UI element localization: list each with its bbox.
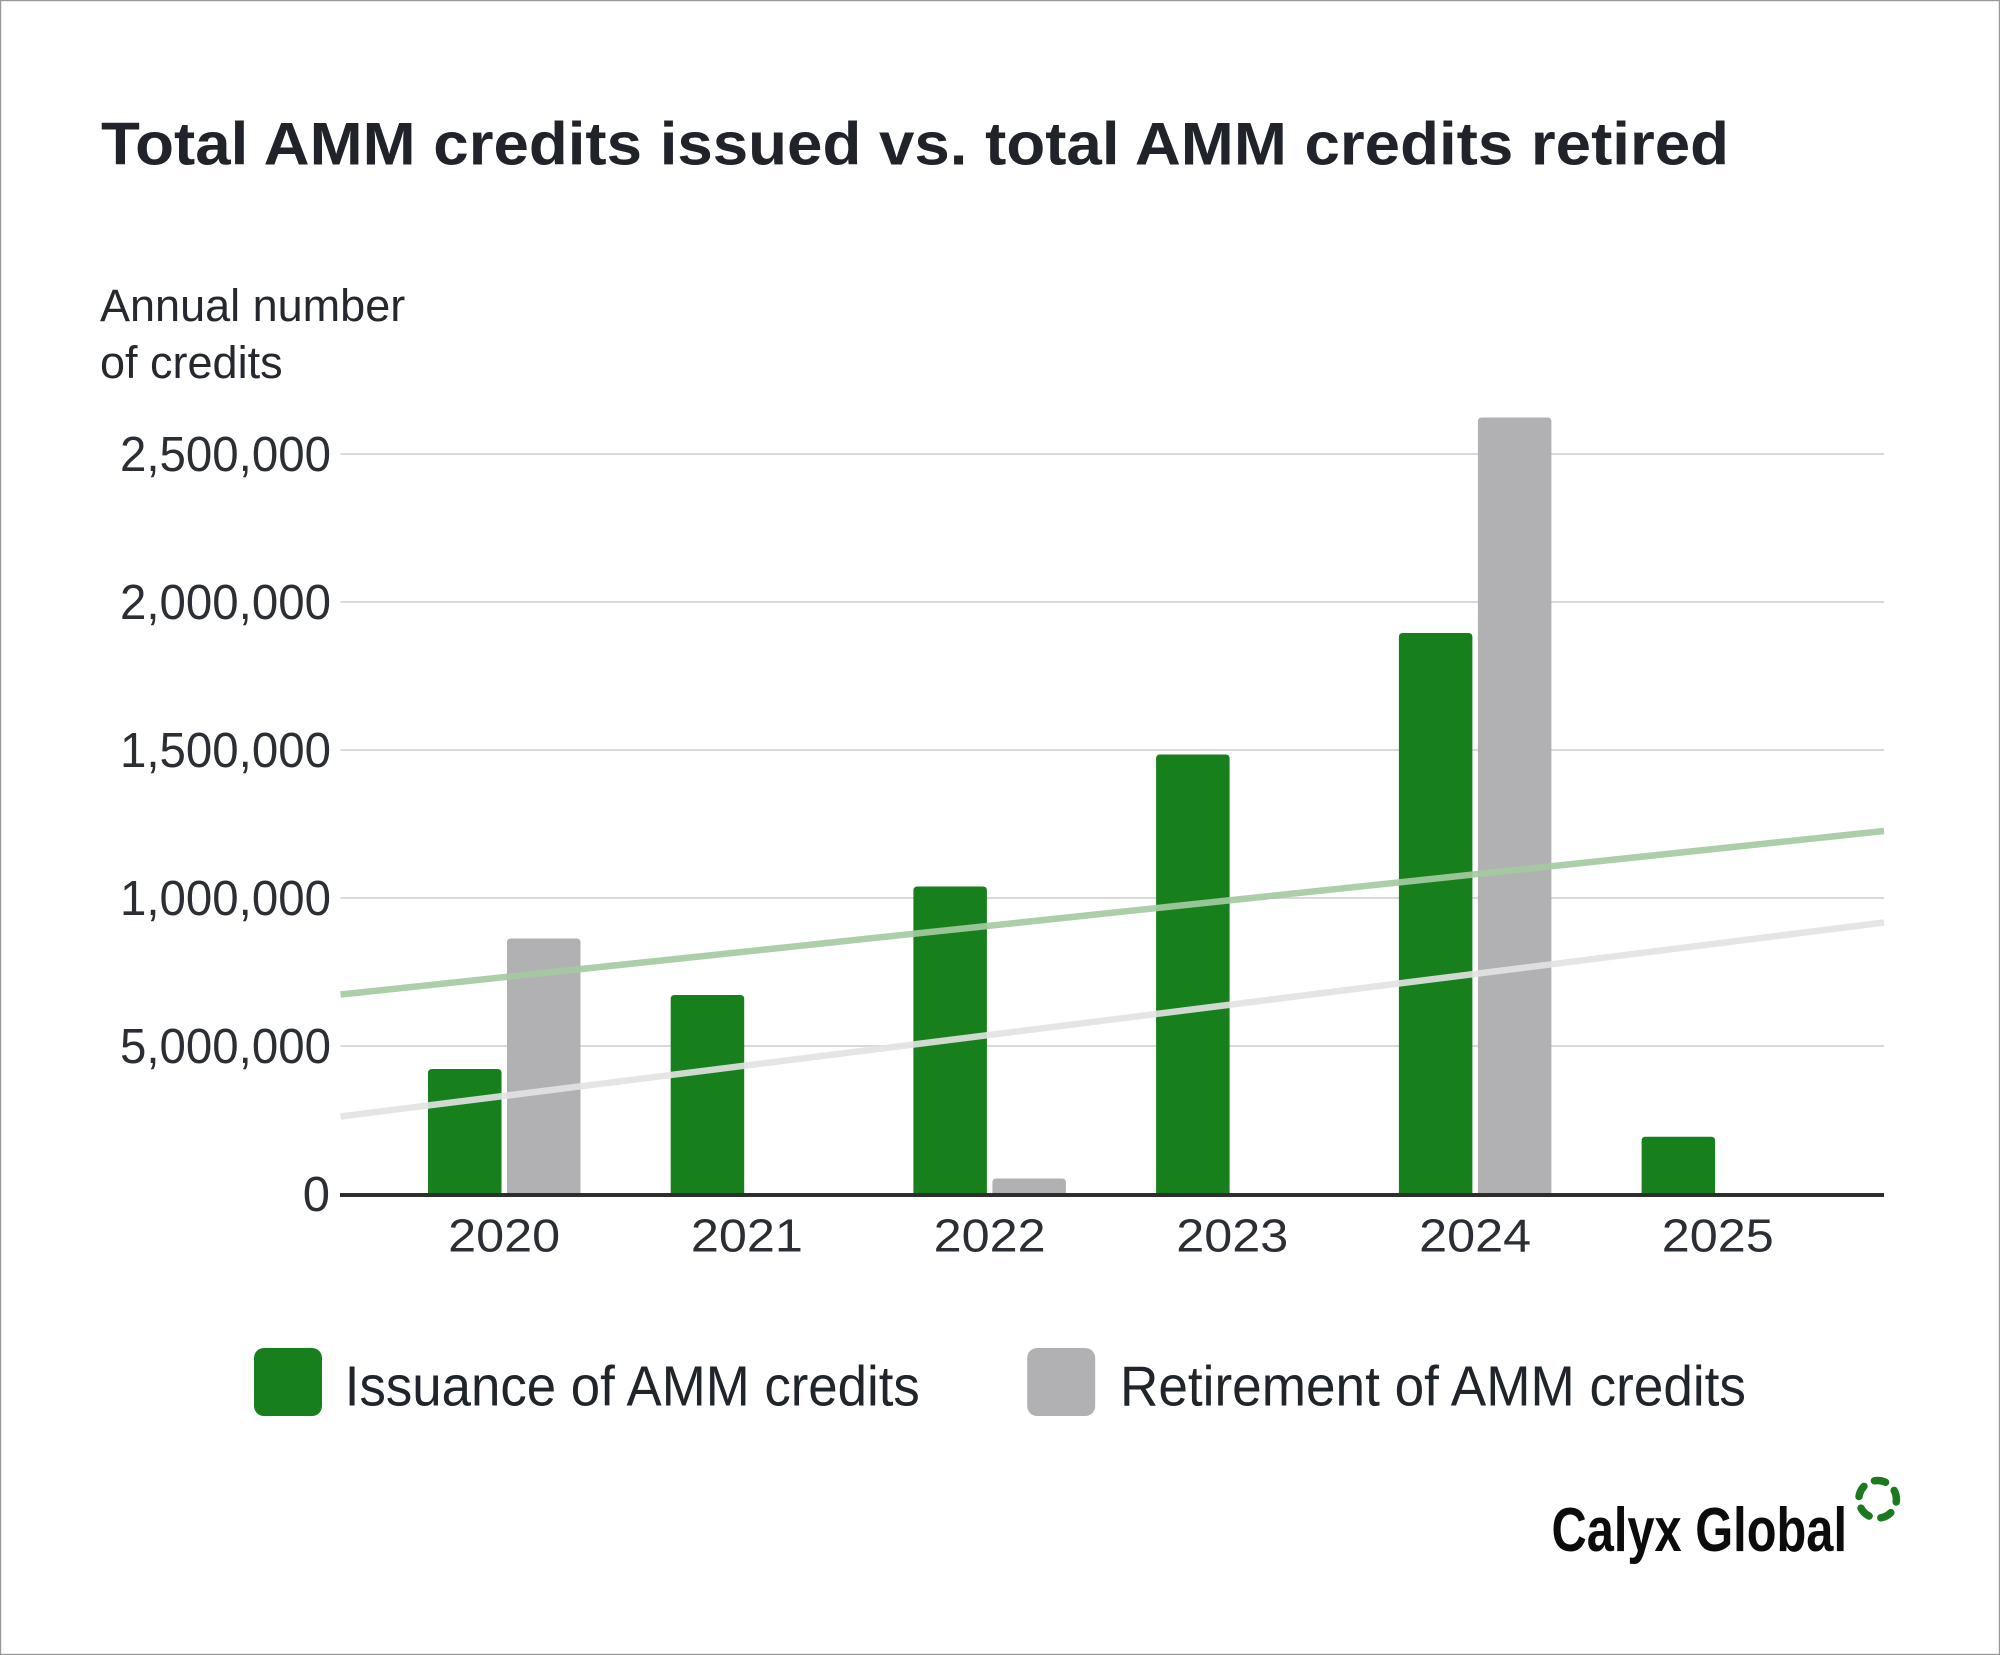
- svg-text:0: 0: [303, 1168, 330, 1222]
- svg-text:2022: 2022: [934, 1210, 1046, 1262]
- svg-text:1,000,000: 1,000,000: [120, 872, 331, 926]
- svg-text:Total AMM credits issued vs. t: Total AMM credits issued vs. total AMM c…: [101, 111, 1729, 178]
- svg-text:Retirement of AMM credits: Retirement of AMM credits: [1120, 1355, 1746, 1419]
- svg-text:2023: 2023: [1176, 1210, 1288, 1262]
- svg-text:2024: 2024: [1419, 1210, 1531, 1262]
- svg-text:2020: 2020: [448, 1210, 560, 1262]
- svg-text:Annual number: Annual number: [100, 280, 405, 331]
- svg-text:2025: 2025: [1662, 1210, 1774, 1262]
- svg-text:2021: 2021: [691, 1210, 803, 1262]
- svg-text:1,500,000: 1,500,000: [120, 724, 331, 778]
- svg-text:Calyx Global: Calyx Global: [1552, 1495, 1848, 1565]
- svg-text:of credits: of credits: [100, 337, 283, 388]
- svg-text:Issuance of AMM credits: Issuance of AMM credits: [345, 1355, 920, 1419]
- svg-text:2,500,000: 2,500,000: [120, 428, 331, 482]
- svg-text:2,000,000: 2,000,000: [120, 576, 331, 630]
- svg-text:5,000,000: 5,000,000: [120, 1020, 331, 1074]
